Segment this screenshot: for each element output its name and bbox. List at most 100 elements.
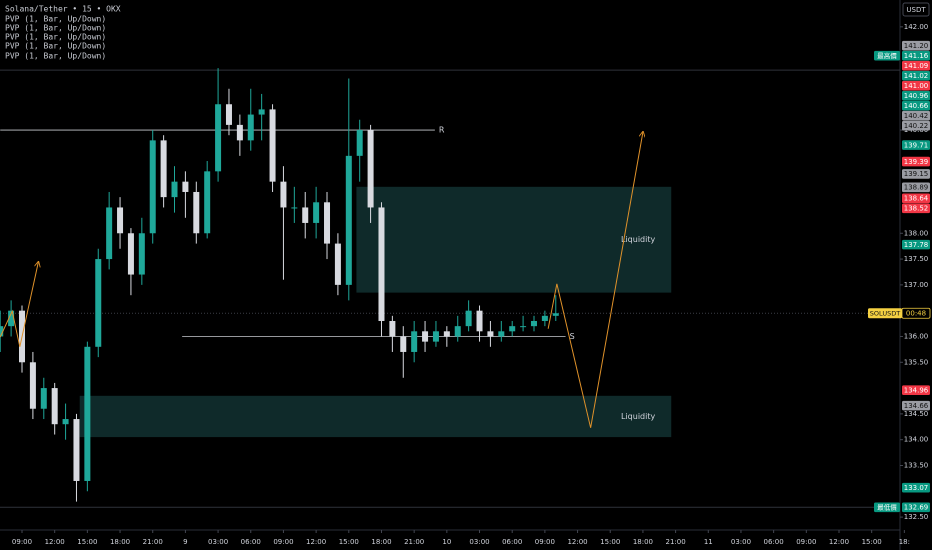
x-tick-label: 12:00 <box>829 538 849 546</box>
candle-body <box>465 310 472 327</box>
price-badge <box>902 156 930 167</box>
x-tick-label: 03:00 <box>469 538 489 546</box>
candle-body <box>432 331 439 342</box>
liquidity-zone <box>79 395 672 438</box>
candle-body <box>215 104 222 172</box>
price-badge-label: 141.20 <box>904 42 929 50</box>
y-tick-label: 138.00 <box>904 229 929 237</box>
price-badge <box>902 400 930 411</box>
extreme-tag-label: 最高價 <box>877 51 897 60</box>
x-tick-label: 10 <box>442 538 451 546</box>
x-tick-label: 15:00 <box>339 538 359 546</box>
y-tick-label: 132.50 <box>904 513 929 521</box>
currency-box[interactable] <box>902 2 930 17</box>
candle-body <box>552 313 559 316</box>
candle-body <box>411 331 418 352</box>
price-badge <box>902 502 930 513</box>
price-badge-label: 141.16 <box>904 52 929 60</box>
indicator: PVP (1, Bar, Up/Down) <box>5 24 106 33</box>
chart-title: Solana/Tether • 15 • OKX <box>5 5 121 14</box>
y-tick-label: 135.50 <box>904 358 929 366</box>
candle-body <box>193 191 200 234</box>
candle-body <box>443 331 450 337</box>
symbol-tag-label: SOLUSDT <box>870 310 900 318</box>
price-badge-label: 141.00 <box>904 82 929 90</box>
price-badge <box>902 140 930 150</box>
liquidity-zone <box>356 186 672 293</box>
y-tick-label: 134.00 <box>904 436 929 444</box>
x-tick-label: 18:00 <box>633 538 653 546</box>
y-tick-label: 136.00 <box>904 332 929 340</box>
price-badge-label: 140.22 <box>904 122 929 130</box>
x-tick-label: 15:00 <box>600 538 620 546</box>
indicator: PVP (1, Bar, Up/Down) <box>5 42 106 51</box>
currency[interactable]: USDT <box>906 6 926 14</box>
x-tick-label: 03:00 <box>208 538 228 546</box>
price-badge-label: 138.64 <box>904 195 929 203</box>
y-tick-label: 142.00 <box>904 23 929 31</box>
x-tick-label: 06:00 <box>502 538 522 546</box>
x-tick-label: 15:00 <box>862 538 882 546</box>
candle-body <box>400 336 407 352</box>
price-badge <box>902 70 930 81</box>
candle-body <box>95 259 102 347</box>
extreme-tag <box>874 502 900 513</box>
candle-body <box>29 362 36 409</box>
x-tick-label: 03:00 <box>731 538 751 546</box>
price-badge-label: 138.52 <box>904 205 929 213</box>
candle-body <box>498 331 505 337</box>
price-badge <box>902 193 930 204</box>
x-tick-label: 11 <box>704 538 713 546</box>
candle-body <box>160 140 167 198</box>
candle-body <box>258 109 265 115</box>
x-tick-label: 18: <box>899 538 910 546</box>
candle-body <box>204 171 211 234</box>
x-tick-label: 21:00 <box>404 538 424 546</box>
projection <box>547 132 643 428</box>
y-tick-label: 133.50 <box>904 461 929 469</box>
candle-body <box>149 140 156 234</box>
price-badge-label: 134.96 <box>904 386 929 394</box>
projection <box>0 262 38 347</box>
x-tick-label: 06:00 <box>241 538 261 546</box>
price-badge-label: 132.69 <box>904 504 929 512</box>
zone-label: Liquidity <box>621 412 655 421</box>
price-badge <box>902 182 930 193</box>
price-badge <box>902 90 930 101</box>
x-tick-label: 18:00 <box>110 538 130 546</box>
price-badge <box>902 120 930 131</box>
candle-body <box>73 419 80 481</box>
price-badge-label: 139.39 <box>904 158 929 166</box>
price-badge-label: 140.66 <box>904 102 929 110</box>
symbol-tag <box>868 308 902 319</box>
candle-body <box>182 181 189 192</box>
candle-body <box>422 331 429 342</box>
x-tick-label: 09:00 <box>12 538 32 546</box>
price-badge-label: 139.15 <box>904 170 929 178</box>
countdown-tag <box>901 307 931 319</box>
price-badge <box>902 80 930 91</box>
price-badge-label: 133.07 <box>904 484 929 492</box>
price-badge <box>902 203 930 214</box>
extreme-tag <box>874 50 900 61</box>
candle-body <box>520 326 527 328</box>
candle-body <box>367 130 374 208</box>
price-badge-label: 139.71 <box>904 141 929 149</box>
candle-body <box>225 104 232 125</box>
candle-body <box>236 124 243 141</box>
x-tick-label: 21:00 <box>143 538 163 546</box>
indicator: PVP (1, Bar, Up/Down) <box>5 52 106 61</box>
x-tick-label: 09:00 <box>273 538 293 546</box>
candle-body <box>509 326 516 332</box>
candle-body <box>8 310 15 327</box>
zone-label: Liquidity <box>621 235 655 244</box>
x-tick-label: 09:00 <box>796 538 816 546</box>
y-tick-label: 134.50 <box>904 410 929 418</box>
price-badge-label: 138.89 <box>904 184 929 192</box>
price-badge <box>902 40 930 51</box>
price-badge-label: 134.66 <box>904 402 929 410</box>
candle-body <box>117 207 124 234</box>
y-tick-label: 137.00 <box>904 281 929 289</box>
candle-body <box>51 388 58 425</box>
